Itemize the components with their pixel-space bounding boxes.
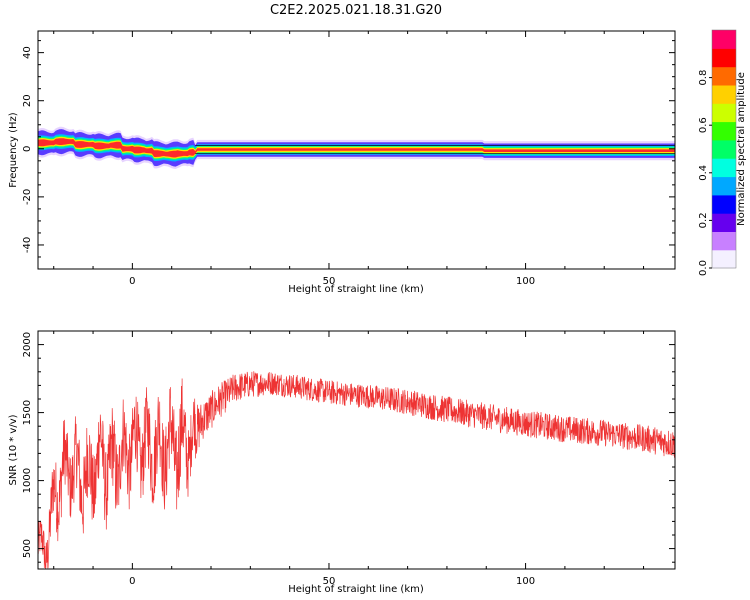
colorbar-cell-0	[712, 249, 736, 269]
spectrogram-y-tick-label-1: -20	[22, 189, 33, 205]
colorbar-cell-7	[712, 121, 736, 141]
colorbar-tick-label-3: 0.6	[698, 117, 709, 133]
snr-x-axis-label: Height of straight line (km)	[288, 584, 424, 595]
spectrogram-x-axis-label: Height of straight line (km)	[288, 284, 424, 295]
colorbar-cell-6	[712, 139, 736, 159]
figure-title: C2E2.2025.021.18.31.G20	[270, 3, 442, 18]
snr-series-line	[37, 371, 676, 570]
colorbar: 0.0 0.2 0.4 0.6 0.8 Normalized spectral ampl…	[698, 29, 747, 276]
spectrogram-y-tick-label-0: -40	[22, 237, 33, 253]
snr-panel: 0 50 100 500 1000 1500 2000 Height of straight…	[8, 330, 676, 595]
colorbar-cell-4	[712, 176, 736, 196]
colorbar-label: Normalized spectral amplitude	[736, 72, 747, 226]
colorbar-cell-10	[712, 66, 736, 86]
colorbar-cell-8	[712, 103, 736, 123]
snr-ticks: 0 50 100 500 1000 1500 2000	[22, 330, 675, 587]
colorbar-tick-label-2: 0.4	[698, 165, 709, 181]
snr-plot-background	[38, 331, 675, 569]
spectrogram-y-tick-label-2: 0	[22, 146, 33, 152]
colorbar-gradient	[712, 30, 736, 269]
snr-x-tick-label-0: 0	[129, 576, 135, 587]
spectrogram-x-tick-label-1: 50	[323, 276, 336, 287]
spectrogram-frame	[37, 30, 676, 270]
colorbar-cell-11	[712, 48, 736, 68]
colorbar-cell-2	[712, 213, 736, 232]
snr-y-tick-label-0: 500	[22, 539, 33, 558]
spectrogram-y-tick-label-3: 20	[22, 94, 33, 107]
spectrogram-marks	[38, 126, 675, 169]
spectrogram-ticks: 0 50 100 -40 -20 0 20 40	[22, 31, 675, 287]
colorbar-tick-label-4: 0.8	[698, 70, 709, 86]
snr-x-tick-label-1: 50	[323, 576, 336, 587]
colorbar-cell-5	[712, 158, 736, 178]
spectrogram-panel: 0 50 100 -40 -20 0 20 40 Height of straight lin…	[8, 30, 676, 295]
spectrogram-y-axis-label: Frequency (Hz)	[8, 112, 19, 188]
snr-y-axis-label: SNR (10 * v/v)	[8, 414, 19, 485]
colorbar-cell-12	[712, 30, 736, 49]
colorbar-tick-label-0: 0.0	[698, 260, 709, 276]
colorbar-cell-3	[712, 194, 736, 214]
colorbar-tick-label-1: 0.2	[698, 212, 709, 228]
colorbar-frame	[711, 29, 737, 269]
spectrogram-y-tick-label-4: 40	[22, 46, 33, 59]
snr-frame	[37, 330, 676, 570]
snr-y-tick-label-3: 2000	[22, 332, 33, 357]
snr-x-tick-label-2: 100	[516, 576, 535, 587]
colorbar-ticks: 0.0 0.2 0.4 0.6 0.8	[698, 70, 712, 276]
colorbar-cell-1	[712, 231, 736, 251]
snr-marks	[37, 371, 676, 570]
spectrogram-x-tick-label-2: 100	[516, 276, 535, 287]
snr-y-tick-label-2: 1500	[22, 400, 33, 425]
snr-y-tick-label-1: 1000	[22, 468, 33, 493]
colorbar-cell-9	[712, 84, 736, 104]
spectrogram-x-tick-label-0: 0	[129, 276, 135, 287]
